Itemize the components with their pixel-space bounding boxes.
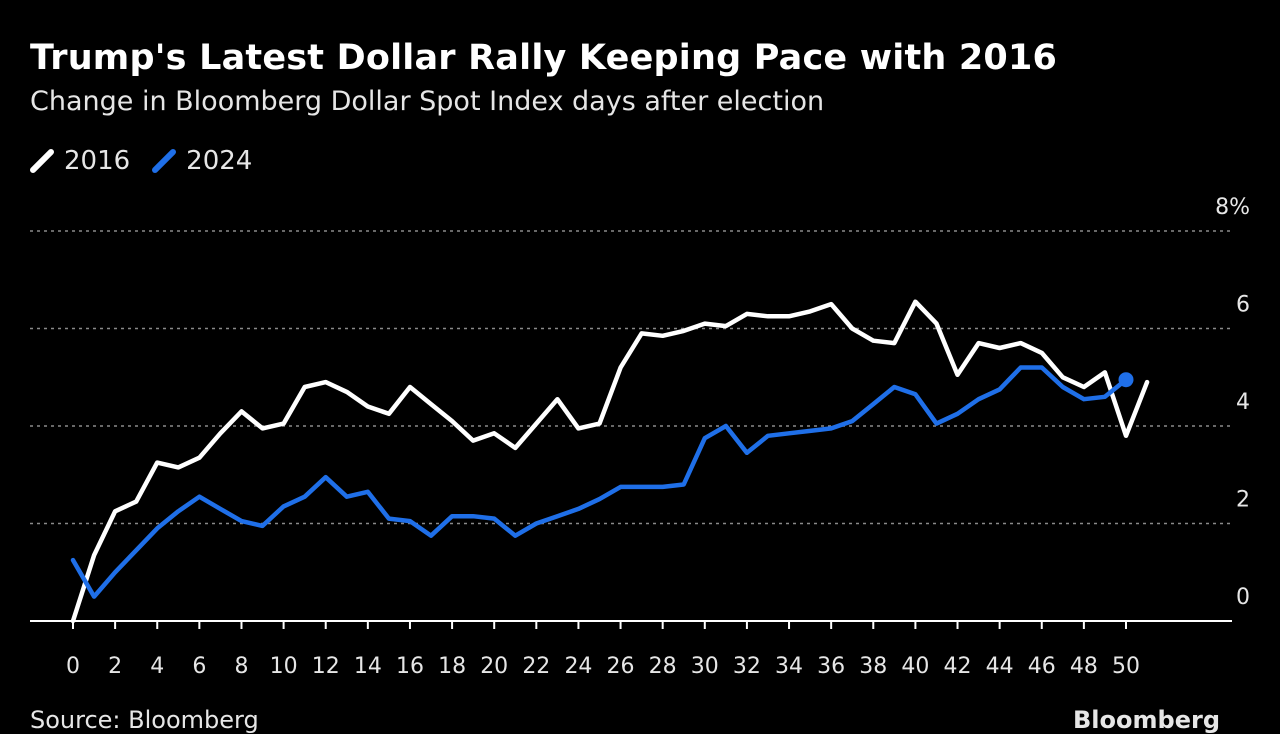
y-tick-label-4: 4 [1236,390,1250,415]
y-tick-label-8: 8% [1215,195,1250,220]
gridlines [30,230,1232,525]
bloomberg-logo: Bloomberg [1073,706,1220,734]
x-tick-label-40: 40 [901,654,929,679]
x-tick-label-34: 34 [775,654,803,679]
x-tick-label-20: 20 [480,654,508,679]
x-axis [30,620,1232,629]
x-tick-label-22: 22 [522,654,550,679]
legend-swatch-2016 [30,149,54,173]
legend-label-2024: 2024 [186,146,253,176]
x-tick-label-36: 36 [817,654,845,679]
legend-swatch-2024 [152,149,177,173]
x-tick-label-8: 8 [234,654,248,679]
x-tick-label-50: 50 [1112,654,1140,679]
y-axis-labels: 8% 6 4 2 0 [1215,195,1250,610]
x-tick-label-18: 18 [438,654,466,679]
chart-title: Trump's Latest Dollar Rally Keeping Pace… [30,38,1058,78]
x-tick-label-44: 44 [986,654,1014,679]
x-tick-label-6: 6 [192,654,206,679]
legend-label-2016: 2016 [64,146,131,176]
legend-entry-2024: 2024 [152,146,252,176]
x-tick-label-10: 10 [270,654,298,679]
x-tick-label-42: 42 [944,654,972,679]
x-tick-label-26: 26 [607,654,635,679]
source-note: Source: Bloomberg [30,706,259,734]
x-tick-label-4: 4 [150,654,164,679]
x-tick-label-14: 14 [354,654,382,679]
y-tick-label-2: 2 [1236,488,1250,513]
legend-entry-2016: 2016 [30,146,130,176]
x-tick-label-38: 38 [859,654,887,679]
x-tick-label-24: 24 [564,654,592,679]
legend: 2016 2024 [30,146,252,176]
x-tick-label-16: 16 [396,654,424,679]
series-line-2016 [70,299,1150,624]
x-tick-label-12: 12 [312,654,340,679]
series-line-2024 [70,365,1129,599]
x-tick-label-46: 46 [1028,654,1056,679]
y-tick-label-0: 0 [1236,585,1250,610]
series-lines [70,299,1150,624]
series-endpoint-2024 [1118,372,1134,388]
chart-subtitle: Change in Bloomberg Dollar Spot Index da… [30,86,825,117]
x-tick-label-32: 32 [733,654,761,679]
y-tick-label-6: 6 [1236,293,1250,318]
x-tick-label-2: 2 [108,654,122,679]
x-tick-label-30: 30 [691,654,719,679]
x-tick-label-28: 28 [649,654,677,679]
x-axis-labels: 0 2 4 6 8 10 12 14 16 18 20 22 24 26 28 30 32 34 36 38 40 42 4… [66,654,1140,679]
x-tick-label-48: 48 [1070,654,1098,679]
x-tick-label-0: 0 [66,654,80,679]
